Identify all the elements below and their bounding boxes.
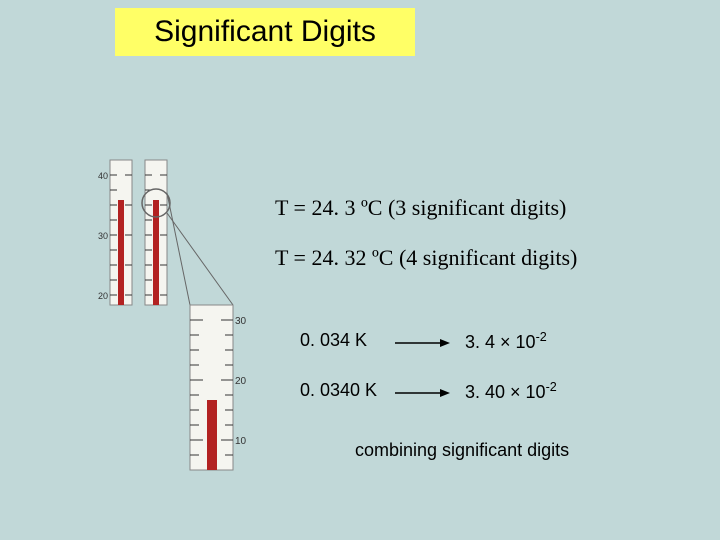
label-40-left: 40 <box>98 171 108 181</box>
row1-right-pre: 3. 4 × 10 <box>465 332 536 352</box>
row2-left: 0. 0340 K <box>300 380 377 401</box>
reading-line-2: T = 24. 32 ºC (4 significant digits) <box>275 245 577 271</box>
row2-right: 3. 40 × 10-2 <box>465 380 557 403</box>
label-20-left: 20 <box>98 291 108 301</box>
zoom-label-10: 10 <box>235 436 247 447</box>
arrow-icon <box>395 388 450 398</box>
row1-right: 3. 4 × 10-2 <box>465 330 547 353</box>
title-box: Significant Digits <box>115 8 415 56</box>
row2-right-pre: 3. 40 × 10 <box>465 382 546 402</box>
thermometer-svg: 40 30 20 <box>95 155 250 475</box>
thermometer-figure: 40 30 20 <box>95 155 250 475</box>
row1-left: 0. 034 K <box>300 330 367 351</box>
reading-line-1: T = 24. 3 ºC (3 significant digits) <box>275 195 566 221</box>
zoom-label-30: 30 <box>235 316 247 327</box>
row2-right-sup: -2 <box>546 380 557 394</box>
arrow-icon <box>395 338 450 348</box>
page-title: Significant Digits <box>154 15 376 49</box>
label-30-left: 30 <box>98 231 108 241</box>
row1-right-sup: -2 <box>536 330 547 344</box>
zoom-label-20: 20 <box>235 376 247 387</box>
bottom-line: combining significant digits <box>355 440 569 461</box>
